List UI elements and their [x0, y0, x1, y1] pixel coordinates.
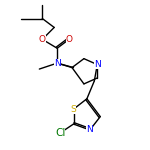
Text: N: N	[54, 59, 61, 68]
Text: Cl: Cl	[55, 128, 65, 138]
Text: S: S	[71, 105, 76, 114]
Text: O: O	[39, 35, 46, 44]
Text: N: N	[87, 126, 93, 135]
Text: O: O	[66, 35, 73, 44]
Text: N: N	[94, 60, 101, 69]
